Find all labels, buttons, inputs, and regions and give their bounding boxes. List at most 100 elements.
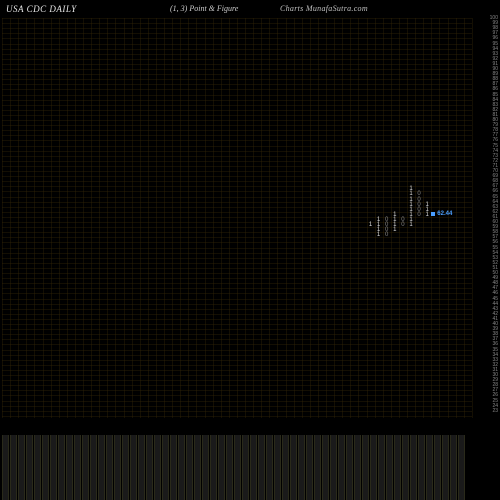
volume-bar — [114, 435, 121, 500]
pnf-x-mark: 1 — [391, 227, 399, 233]
volume-bar — [434, 435, 441, 500]
volume-bar — [274, 435, 281, 500]
grid-line-vertical — [196, 18, 197, 418]
volume-bar — [442, 435, 449, 500]
volume-bar — [346, 435, 353, 500]
volume-bar — [2, 435, 9, 500]
grid-line-vertical — [342, 18, 343, 418]
volume-bar — [66, 435, 73, 500]
grid-line-vertical — [464, 18, 465, 418]
grid-line-vertical — [83, 18, 84, 418]
grid-line-vertical — [472, 18, 473, 418]
grid-line-vertical — [456, 18, 457, 418]
pnf-x-mark: 1 — [375, 232, 383, 238]
grid-line-vertical — [99, 18, 100, 418]
volume-bar — [306, 435, 313, 500]
volume-bar — [202, 435, 209, 500]
grid-line-vertical — [67, 18, 68, 418]
grid-line-vertical — [261, 18, 262, 418]
volume-bar — [90, 435, 97, 500]
volume-bar — [458, 435, 465, 500]
volume-bar — [298, 435, 305, 500]
volume-bar — [170, 435, 177, 500]
y-axis-label: 23 — [478, 409, 498, 414]
volume-bar — [426, 435, 433, 500]
grid-line-vertical — [229, 18, 230, 418]
grid-line-vertical — [431, 18, 432, 418]
volume-bar — [394, 435, 401, 500]
grid-line-vertical — [277, 18, 278, 418]
volume-bar — [266, 435, 273, 500]
grid-line-vertical — [188, 18, 189, 418]
volume-bar — [130, 435, 137, 500]
grid-line-vertical — [245, 18, 246, 418]
grid-line-vertical — [318, 18, 319, 418]
y-axis: 1009998979695949392919089888786858483828… — [474, 18, 498, 498]
title-source: Charts MunafaSutra.com — [280, 4, 368, 13]
grid-line-vertical — [34, 18, 35, 418]
grid-line-vertical — [415, 18, 416, 418]
volume-bar — [418, 435, 425, 500]
volume-bar — [122, 435, 129, 500]
volume-bar — [26, 435, 33, 500]
volume-bar — [378, 435, 385, 500]
volume-bar — [50, 435, 57, 500]
grid-line-vertical — [51, 18, 52, 418]
grid-line-vertical — [115, 18, 116, 418]
volume-bar — [386, 435, 393, 500]
grid-line-vertical — [253, 18, 254, 418]
grid-line-vertical — [140, 18, 141, 418]
grid-line-vertical — [132, 18, 133, 418]
volume-bar — [74, 435, 81, 500]
grid-line-vertical — [75, 18, 76, 418]
grid-line-vertical — [164, 18, 165, 418]
current-price-label: 62.44 — [437, 211, 452, 217]
grid-line-vertical — [2, 18, 3, 418]
grid-line-vertical — [26, 18, 27, 418]
volume-bars — [2, 430, 472, 500]
grid-line-vertical — [91, 18, 92, 418]
grid-line-vertical — [148, 18, 149, 418]
volume-bar — [322, 435, 329, 500]
volume-bar — [58, 435, 65, 500]
volume-bar — [138, 435, 145, 500]
volume-bar — [98, 435, 105, 500]
grid-line-vertical — [221, 18, 222, 418]
volume-bar — [178, 435, 185, 500]
grid-line-vertical — [439, 18, 440, 418]
grid-line-vertical — [358, 18, 359, 418]
grid-line-vertical — [350, 18, 351, 418]
volume-bar — [370, 435, 377, 500]
volume-bar — [226, 435, 233, 500]
volume-bar — [162, 435, 169, 500]
volume-bar — [354, 435, 361, 500]
volume-bar — [154, 435, 161, 500]
volume-bar — [242, 435, 249, 500]
pnf-x-mark: 1 — [407, 222, 415, 228]
grid-line-vertical — [205, 18, 206, 418]
grid-line-vertical — [448, 18, 449, 418]
pnf-o-mark: 0 — [383, 232, 391, 238]
grid-line-vertical — [269, 18, 270, 418]
grid-line-vertical — [294, 18, 295, 418]
grid-line-vertical — [302, 18, 303, 418]
volume-bar — [194, 435, 201, 500]
grid-line-vertical — [172, 18, 173, 418]
grid-line-vertical — [156, 18, 157, 418]
volume-bar — [10, 435, 17, 500]
volume-bar — [450, 435, 457, 500]
grid-line-vertical — [10, 18, 11, 418]
pnf-o-mark: 0 — [399, 222, 407, 228]
volume-bar — [186, 435, 193, 500]
grid-line-vertical — [286, 18, 287, 418]
volume-bar — [250, 435, 257, 500]
volume-bar — [210, 435, 217, 500]
chart-header: USA CDC DAILY (1, 3) Point & Figure Char… — [0, 4, 500, 20]
volume-bar — [362, 435, 369, 500]
grid-line-vertical — [107, 18, 108, 418]
grid-line-vertical — [237, 18, 238, 418]
grid-line-vertical — [124, 18, 125, 418]
grid-line-vertical — [367, 18, 368, 418]
pnf-o-mark: 0 — [415, 212, 423, 218]
volume-bar — [234, 435, 241, 500]
